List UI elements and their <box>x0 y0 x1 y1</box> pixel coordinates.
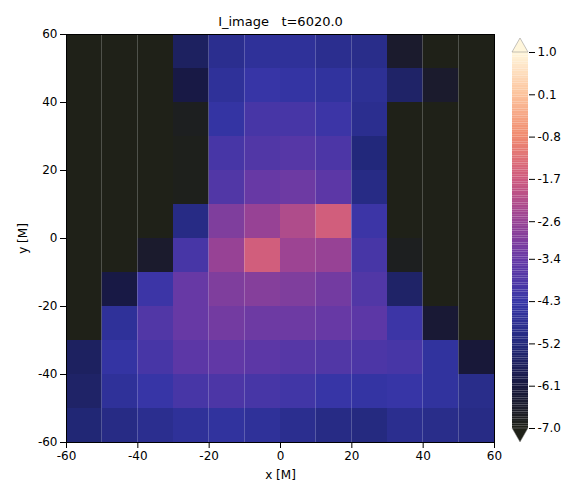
svg-text:-40: -40 <box>38 367 58 381</box>
svg-text:-2.6: -2.6 <box>538 215 561 229</box>
svg-text:20: 20 <box>344 449 359 463</box>
svg-text:20: 20 <box>42 163 57 177</box>
svg-text:-60: -60 <box>38 435 58 449</box>
svg-text:-7.0: -7.0 <box>538 421 561 435</box>
svg-text:0: 0 <box>50 231 58 245</box>
svg-text:1.0: 1.0 <box>538 45 557 59</box>
svg-text:-1.7: -1.7 <box>538 172 561 186</box>
svg-text:40: 40 <box>416 449 431 463</box>
svg-text:-20: -20 <box>38 299 58 313</box>
svg-text:0.1: 0.1 <box>538 88 557 102</box>
svg-text:x [M]: x [M] <box>265 468 296 482</box>
svg-text:-60: -60 <box>57 449 77 463</box>
svg-text:I_image t=6020.0: I_image t=6020.0 <box>218 14 343 29</box>
svg-text:0: 0 <box>277 449 285 463</box>
svg-text:-0.8: -0.8 <box>538 130 561 144</box>
svg-text:-6.1: -6.1 <box>538 379 561 393</box>
svg-text:-20: -20 <box>199 449 219 463</box>
svg-text:60: 60 <box>42 27 57 41</box>
svg-text:40: 40 <box>42 95 57 109</box>
svg-text:-3.4: -3.4 <box>538 252 561 266</box>
svg-text:-5.2: -5.2 <box>538 337 561 351</box>
svg-text:-40: -40 <box>128 449 148 463</box>
svg-text:y [M]: y [M] <box>16 223 30 254</box>
svg-text:60: 60 <box>487 449 502 463</box>
svg-text:-4.3: -4.3 <box>538 294 561 308</box>
